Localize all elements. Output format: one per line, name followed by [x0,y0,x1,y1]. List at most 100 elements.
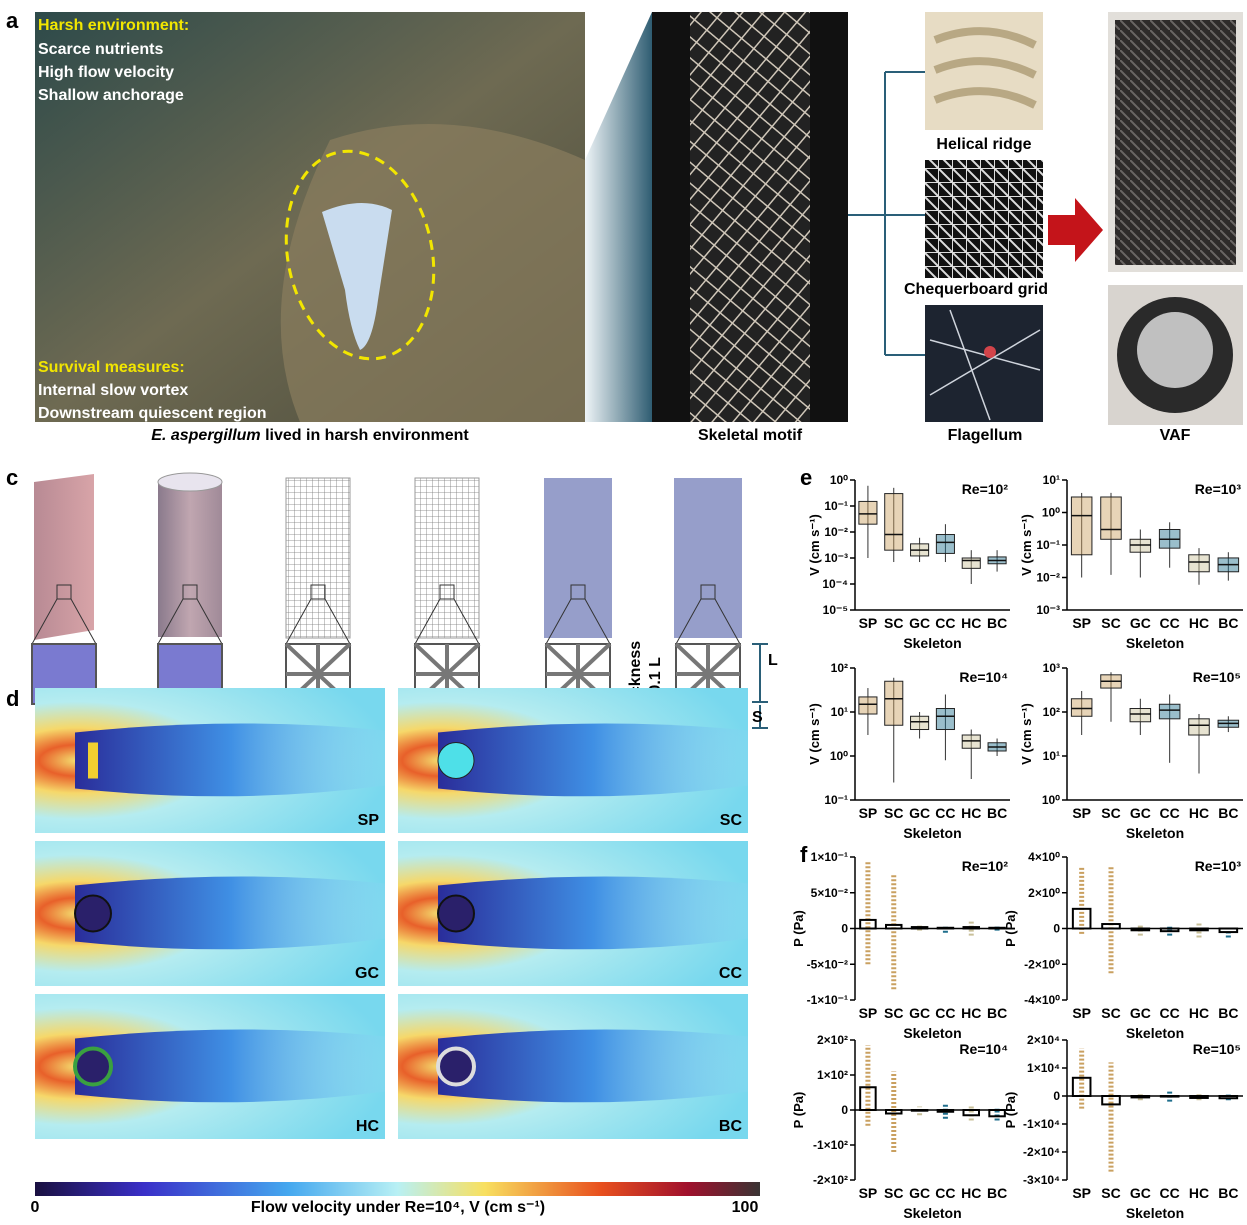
y-tick-label: 10² [831,661,848,675]
y-tick-label: 1×10² [817,1068,848,1082]
bar [938,1110,954,1112]
x-tick-label: SC [884,1005,903,1021]
y-tick-label: -2×10⁰ [1024,957,1060,971]
case-label: HC [356,1118,380,1135]
motif-lattice [690,12,810,422]
wake [75,723,385,796]
species: E. aspergillum [151,427,260,444]
box [962,558,980,568]
box [1071,497,1092,555]
box [911,716,929,729]
bar [938,928,954,929]
bar [1132,1096,1150,1097]
bar [1190,929,1208,931]
panel-label: c [6,465,18,490]
box [1071,699,1092,717]
wake [438,723,748,796]
box [1189,555,1210,572]
case-label: GC [355,965,379,982]
y-tick-label: 10⁻² [1036,571,1060,585]
y-tick-label: 10⁻¹ [824,499,848,513]
x-axis-label: Skeleton [903,825,961,841]
arrow [1048,198,1103,262]
y-tick-label: 10² [1043,705,1060,719]
wake [75,876,385,949]
body [438,743,474,779]
page: {"labels":{"a":"a","b":"b","c":"c","d":"… [0,0,1247,1225]
x-tick-label: HC [961,1185,981,1201]
harsh-item: High flow velocity [38,64,174,81]
case-label: SP [358,812,380,829]
survival-item: Downstream quiescent region [38,405,267,422]
chart-title: Re=10⁵ [1193,669,1241,685]
caption-rest: lived in harsh environment [261,427,470,444]
y-tick-label: 2×10⁴ [1027,1033,1060,1047]
y-axis-label: V (cm s⁻¹) [1019,514,1034,576]
x-tick-label: SP [1072,1005,1091,1021]
x-tick-label: CC [1160,615,1180,631]
inset-label: Helical ridge [936,136,1031,153]
y-tick-label: 10⁻² [824,525,848,539]
colorbar [35,1182,760,1196]
x-tick-label: GC [909,805,930,821]
chart-title: Re=10⁴ [959,1041,1008,1057]
bar [886,925,902,929]
chart-title: Re=10⁴ [959,669,1008,685]
y-tick-label: 10¹ [831,705,848,719]
x-tick-label: HC [961,1005,981,1021]
y-tick-label: 10⁻³ [824,551,848,565]
box [1130,709,1151,722]
x-tick-label: BC [1218,1005,1238,1021]
y-tick-label: 0 [1053,1089,1060,1103]
y-tick-label: 10¹ [1043,473,1060,487]
caption: Skeletal motif [698,427,803,444]
y-tick-label: -3×10⁴ [1023,1173,1060,1187]
x-tick-label: GC [1130,1005,1151,1021]
x-tick-label: HC [1189,1005,1209,1021]
y-axis-label: V (cm s⁻¹) [807,514,822,576]
x-tick-label: SC [884,805,903,821]
x-axis-label: Skeleton [1126,1025,1184,1041]
y-tick-label: -1×10⁻¹ [807,993,848,1007]
connector [848,72,925,355]
box [1159,704,1180,719]
bar [1102,924,1120,928]
colorbar-tick: 0 [31,1199,40,1216]
body [438,896,474,932]
body [75,1049,111,1085]
x-tick-label: GC [1130,615,1151,631]
y-axis-label: P (Pa) [1003,910,1018,947]
harsh-item: Scarce nutrients [38,41,163,58]
y-tick-label: 10⁰ [1042,793,1060,807]
chart-title: Re=10³ [1195,481,1242,497]
bar [964,1110,980,1115]
y-tick-label: 1×10⁴ [1027,1061,1060,1075]
x-tick-label: SC [1101,1005,1120,1021]
cylinder [158,482,222,637]
y-axis-label: P (Pa) [791,1092,806,1129]
body [88,743,98,779]
caption: Flagellum [948,427,1023,444]
y-tick-label: 10³ [1043,661,1060,675]
x-tick-label: BC [987,615,1007,631]
bar [860,1087,876,1110]
y-tick-label: 10⁻⁴ [822,577,848,591]
y-axis-label: P (Pa) [1003,1092,1018,1129]
y-tick-label: 0 [1053,922,1060,936]
box [859,501,877,524]
x-axis-label: Skeleton [903,1205,961,1220]
y-tick-label: -2×10² [813,1173,848,1187]
y-tick-label: 10⁰ [1042,506,1060,520]
x-axis-label: Skeleton [903,1025,961,1041]
box [1101,497,1122,539]
x-tick-label: BC [1218,1185,1238,1201]
x-tick-label: CC [935,1185,955,1201]
plate [34,474,94,640]
harsh-item: Shallow anchorage [38,87,184,104]
bar [1132,929,1150,931]
x-tick-label: CC [1160,1005,1180,1021]
x-tick-label: SC [1101,615,1120,631]
fibers [1137,312,1213,388]
y-tick-label: 10⁰ [830,749,848,763]
y-tick-label: 1×10⁻¹ [811,850,848,864]
